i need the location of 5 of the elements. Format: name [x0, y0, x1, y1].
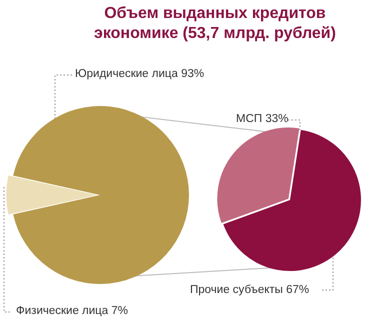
chart-title: Объем выданных кредитов экономике (53,7 млрд. рублей) [93, 4, 337, 44]
slice-label: Прочие субъекты 67% [190, 284, 310, 296]
slice-label: Физические лица 7% [16, 305, 128, 317]
slice-label: МСП 33% [236, 113, 288, 125]
slice-label: Юридические лица 93% [75, 68, 204, 80]
